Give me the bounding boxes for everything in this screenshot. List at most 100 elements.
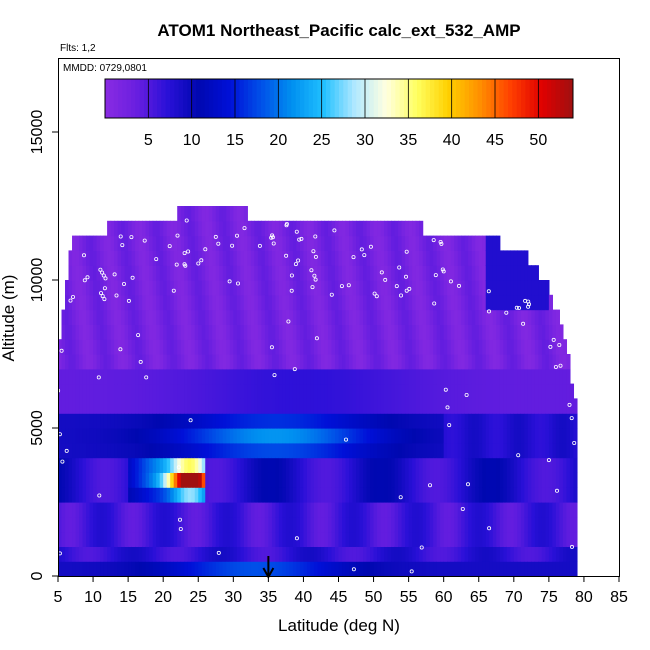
heatmap-cell [436,457,441,473]
heatmap-cell [356,472,361,488]
heatmap-cell [93,561,98,577]
heatmap-cell [345,368,350,385]
heatmap-cell [331,428,336,444]
heatmap-cell [177,561,182,577]
heatmap-cell [124,250,129,266]
heatmap-cell [142,383,147,399]
heatmap-cell [450,354,455,370]
heatmap-cell [338,516,343,533]
heatmap-cell [394,457,399,473]
heatmap-cell [170,398,175,414]
heatmap-cell [145,487,150,503]
heatmap-cell [370,428,375,444]
heatmap-cell [250,516,255,533]
heatmap-cell [401,280,406,296]
heatmap-cell [524,280,529,296]
heatmap-cell [61,502,66,518]
heatmap-cell [89,442,94,459]
sample-point [313,277,318,282]
heatmap-cell [327,339,333,355]
colorbar-segment [105,79,110,118]
heatmap-cell [114,324,119,340]
heatmap-cell [338,561,343,577]
heatmap-cell [363,428,368,444]
heatmap-cell [166,280,171,296]
heatmap-cell [324,220,329,237]
heatmap-cell [520,324,525,340]
heatmap-cell [366,516,371,533]
heatmap-cell [226,516,231,533]
heatmap-cell [110,398,115,414]
heatmap-cell [426,516,431,533]
heatmap-cell [282,413,287,429]
heatmap-cell [429,324,434,340]
heatmap-cell [173,294,178,311]
heatmap-cell [278,250,283,266]
heatmap-cell [415,487,420,503]
heatmap-cell [243,428,248,444]
heatmap-cell [152,265,157,281]
heatmap-cell [163,280,168,296]
heatmap-cell [247,502,252,518]
heatmap-cell [338,280,343,296]
y-axis-label: Altitude (m) [0,275,18,362]
heatmap-cell [569,531,575,547]
heatmap-cell [114,368,119,385]
heatmap-cell [468,235,473,251]
heatmap-cell [208,265,213,281]
heatmap-cell [510,354,515,370]
heatmap-cell [447,324,452,340]
sample-point [558,363,563,368]
heatmap-cell [233,487,238,503]
heatmap-cell [79,428,84,444]
heatmap-cell [268,428,273,444]
heatmap-cell [152,280,157,296]
heatmap-cell [170,442,175,459]
heatmap-cell [299,442,305,459]
heatmap-cell [138,531,143,547]
heatmap-cell [461,235,466,251]
heatmap-cell [492,516,497,533]
heatmap-cell [422,413,427,429]
heatmap-cell [384,250,389,266]
heatmap-cell [149,531,154,547]
heatmap-cell [135,442,140,459]
heatmap-cell [419,398,424,414]
heatmap-cell [219,502,224,518]
heatmap-cell [475,398,480,414]
x-tick-label: 70 [505,589,523,606]
heatmap-cell [541,280,546,296]
sample-point [183,263,188,268]
heatmap-cell [363,309,368,325]
heatmap-cell [278,324,283,340]
heatmap-cell [334,383,340,399]
heatmap-cell [121,398,126,414]
heatmap-cell [212,250,217,266]
heatmap-cell [166,561,171,577]
heatmap-cell [531,339,536,355]
heatmap-cell [331,280,336,296]
heatmap-cell [531,546,536,562]
heatmap-cell [408,383,413,399]
heatmap-cell [205,368,210,385]
sample-point [82,278,87,283]
heatmap-cell [170,324,175,340]
heatmap-cell [233,561,238,577]
heatmap-cell [513,442,518,459]
heatmap-cell [100,531,105,547]
heatmap-cell [471,339,476,355]
heatmap-cell [114,487,119,503]
heatmap-cell [405,368,410,385]
heatmap-cell [152,487,157,503]
heatmap-cell [559,339,564,355]
heatmap-cell [226,428,231,444]
heatmap-cell [135,280,140,296]
heatmap-cell [100,235,105,251]
heatmap-cell [226,442,231,459]
heatmap-cell [135,235,140,251]
heatmap-cell [275,472,280,488]
sample-point [167,244,172,249]
heatmap-cell [107,561,112,577]
heatmap-cell [562,516,568,533]
heatmap-cell [254,220,259,237]
